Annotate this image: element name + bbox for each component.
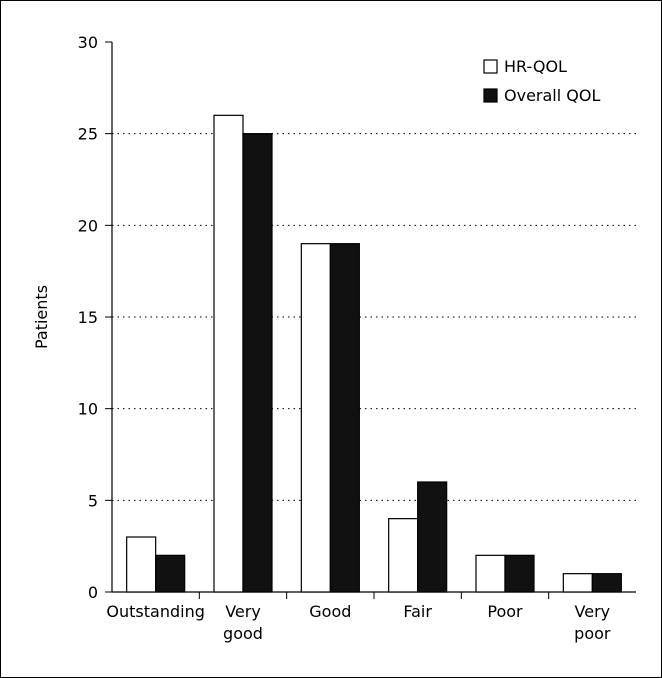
- bar-hr-qol-3: [388, 518, 419, 593]
- grid-lines: [112, 133, 636, 501]
- x-category-label: Fair: [403, 602, 432, 621]
- legend-label-hr-qol: HR-QOL: [504, 57, 567, 76]
- x-category-labels: Outstanding Very good Good Fair Poor Very poor: [106, 602, 610, 643]
- bar-hr-qol-4: [475, 554, 506, 593]
- bar-overall-qol-4: [504, 554, 535, 593]
- x-category-label: Very poor: [574, 602, 611, 643]
- legend-label-overall-qol: Overall QOL: [504, 86, 600, 105]
- legend-swatch-overall-qol: [483, 88, 498, 103]
- bar-hr-qol-0: [126, 536, 157, 593]
- bars: [126, 114, 622, 593]
- bar-overall-qol-2: [329, 243, 360, 593]
- bar-hr-qol-5: [562, 573, 593, 593]
- bar-overall-qol-1: [242, 133, 273, 593]
- x-category-label: Poor: [487, 602, 523, 621]
- y-tick-label: 10: [78, 400, 98, 419]
- y-tick-label: 15: [78, 308, 98, 327]
- bar-overall-qol-3: [417, 481, 448, 593]
- bar-overall-qol-0: [155, 554, 186, 593]
- bar-hr-qol-1: [213, 114, 244, 593]
- y-tick-label: 30: [78, 33, 98, 52]
- legend: HR-QOL Overall QOL: [483, 57, 600, 105]
- bar-overall-qol-5: [591, 573, 622, 593]
- y-tick-label: 20: [78, 216, 98, 235]
- y-tick-label: 5: [88, 491, 98, 510]
- legend-swatch-hr-qol: [483, 59, 498, 74]
- x-category-label: Outstanding: [106, 602, 204, 621]
- x-category-label: Very good: [223, 602, 263, 643]
- y-axis-label: Patients: [32, 285, 51, 349]
- axes: [105, 41, 636, 599]
- y-tick-label: 0: [88, 583, 98, 602]
- y-tick-labels: 0 5 10 15 20 25 30: [78, 33, 98, 602]
- x-category-label: Good: [309, 602, 351, 621]
- y-tick-label: 25: [78, 125, 98, 144]
- bar-hr-qol-2: [300, 243, 331, 593]
